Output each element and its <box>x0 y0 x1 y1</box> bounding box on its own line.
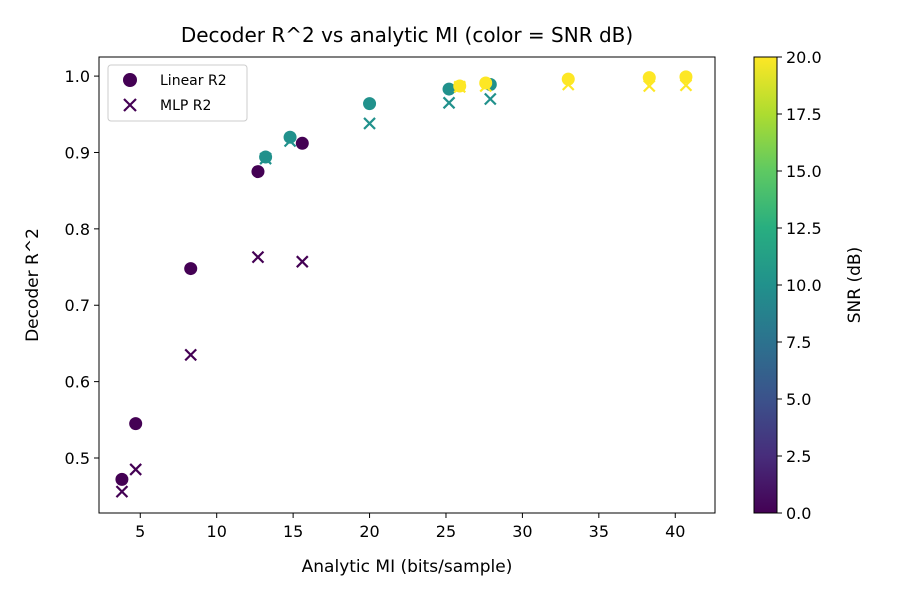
point-linear-r2-2 <box>184 262 198 276</box>
legend-marker-linear <box>123 73 137 87</box>
plot-area <box>98 56 716 514</box>
point-mlp-r2-1 <box>129 463 142 476</box>
point-mlp-r2-3 <box>251 250 265 264</box>
y-axis-label: Decoder R^2 <box>23 228 43 342</box>
point-linear-r2-7 <box>363 97 377 111</box>
colorbar-tick-label: 10.0 <box>786 276 822 295</box>
colorbar-tick-label: 7.5 <box>786 333 811 352</box>
x-tick-label: 25 <box>436 522 456 541</box>
point-linear-r2-3 <box>251 165 265 179</box>
point-mlp-r2-12 <box>561 78 575 91</box>
colorbar-gradient <box>753 56 778 514</box>
point-mlp-r2-13 <box>642 79 656 93</box>
x-tick-label: 15 <box>283 522 303 541</box>
point-mlp-r2-0 <box>115 485 129 498</box>
point-mlp-r2-8 <box>442 96 456 110</box>
point-linear-r2-11 <box>479 76 493 90</box>
point-mlp-r2-9 <box>484 92 497 106</box>
point-mlp-r2-2 <box>184 348 197 362</box>
point-mlp-r2-11 <box>479 79 492 93</box>
point-linear-r2-4 <box>295 136 309 150</box>
point-linear-r2-13 <box>642 71 656 85</box>
colorbar-tick-label: 5.0 <box>786 390 811 409</box>
colorbar-tick-label: 15.0 <box>786 162 822 181</box>
point-mlp-r2-6 <box>283 134 297 148</box>
point-linear-r2-0 <box>115 472 129 486</box>
legend-label-mlp: MLP R2 <box>160 98 211 114</box>
y-tick-label: 0.5 <box>65 449 90 468</box>
plot-frame <box>98 56 716 514</box>
x-tick-label: 40 <box>665 522 685 541</box>
point-linear-r2-14 <box>679 70 693 84</box>
point-linear-r2-1 <box>129 417 143 431</box>
colorbar-tick-label: 12.5 <box>786 219 822 238</box>
legend-label-linear: Linear R2 <box>160 73 227 89</box>
colorbar-tick-label: 0.0 <box>786 504 811 523</box>
colorbar-ticks: 0.0 2.5 5.0 7.5 10.0 12.5 15.0 17.5 20.0 <box>777 48 822 523</box>
y-tick-label: 0.8 <box>65 220 90 239</box>
point-mlp-r2-4 <box>296 255 309 268</box>
colorbar-label: SNR (dB) <box>845 247 865 323</box>
point-mlp-r2-10 <box>453 80 467 94</box>
colorbar: 0.0 2.5 5.0 7.5 10.0 12.5 15.0 17.5 20.0 SNR (dB… <box>753 48 865 523</box>
colorbar-tick-label: 2.5 <box>786 447 811 466</box>
y-tick-label: 0.9 <box>65 143 90 162</box>
x-tick-label: 30 <box>512 522 532 541</box>
chart-title: Decoder R^2 vs analytic MI (color = SNR … <box>181 23 633 47</box>
legend: Linear R2 MLP R2 <box>107 64 248 122</box>
legend-marker-mlp <box>123 98 137 112</box>
point-mlp-r2-5 <box>259 152 272 165</box>
x-axis-ticks: 5 10 15 20 25 30 35 40 <box>135 513 685 541</box>
x-axis-label: Analytic MI (bits/sample) <box>302 557 513 577</box>
y-tick-label: 1.0 <box>65 67 90 86</box>
x-tick-label: 20 <box>359 522 379 541</box>
point-mlp-r2-14 <box>679 78 693 92</box>
point-linear-r2-8 <box>442 82 456 96</box>
points-layer <box>115 70 693 498</box>
x-tick-label: 35 <box>589 522 609 541</box>
legend-box <box>107 64 248 122</box>
y-axis-ticks: 0.5 0.6 0.7 0.8 0.9 1.0 <box>65 67 99 468</box>
point-linear-r2-6 <box>283 130 297 144</box>
y-tick-label: 0.6 <box>65 373 90 392</box>
x-tick-label: 10 <box>207 522 227 541</box>
y-tick-label: 0.7 <box>65 296 90 315</box>
x-tick-label: 5 <box>135 522 145 541</box>
colorbar-tick-label: 20.0 <box>786 48 822 67</box>
point-mlp-r2-7 <box>363 117 376 130</box>
colorbar-tick-label: 17.5 <box>786 105 822 124</box>
